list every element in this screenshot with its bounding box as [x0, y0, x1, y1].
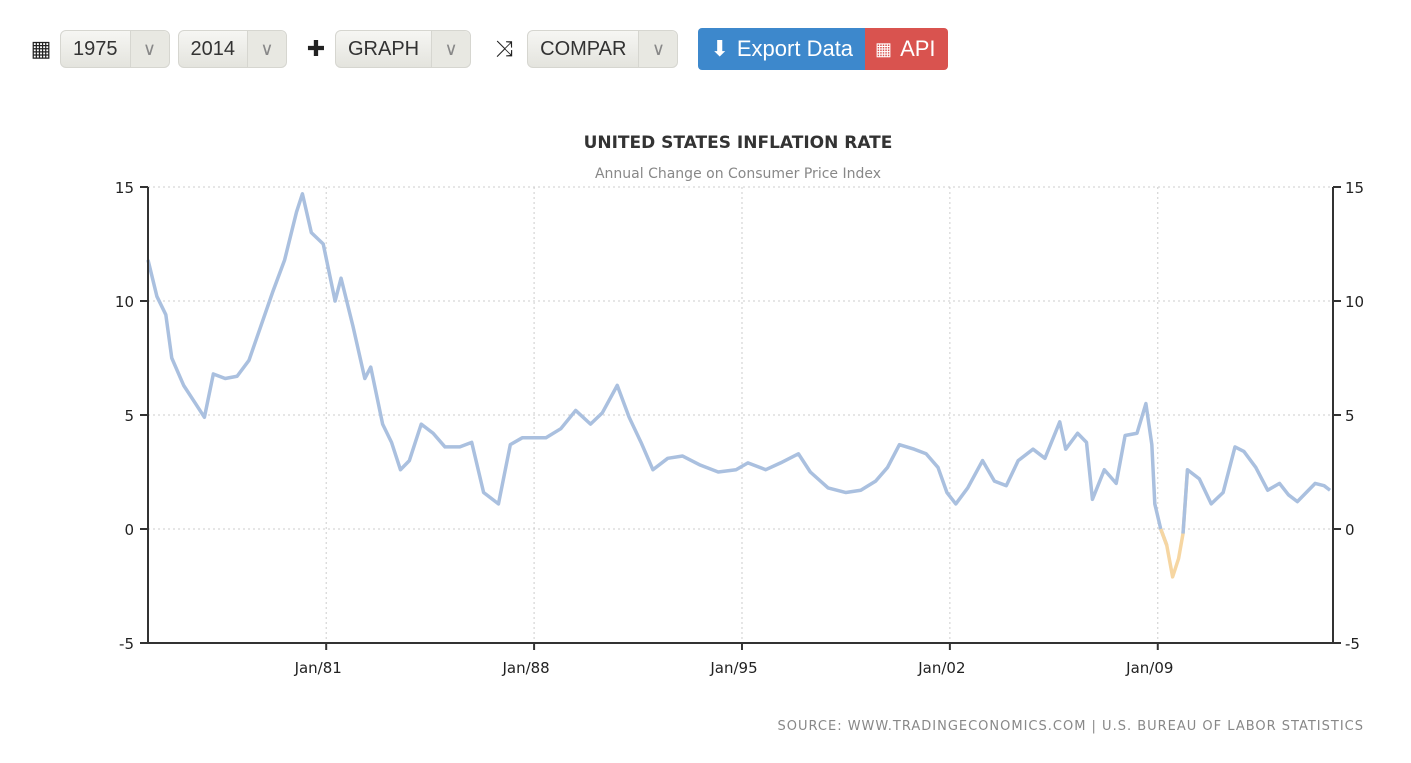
start-year-select[interactable]: 1975 ∨: [60, 30, 170, 68]
compare-value: COMPAR: [540, 37, 627, 60]
series-line: [1181, 445, 1332, 534]
download-icon: ⬇: [710, 36, 729, 61]
graph-select[interactable]: GRAPH ∨: [335, 30, 472, 68]
api-button[interactable]: ▦ API: [865, 28, 948, 70]
y-tick-label: -5: [119, 635, 134, 653]
compare-select[interactable]: COMPAR ∨: [527, 30, 679, 68]
start-year-value: 1975: [73, 37, 118, 60]
y-tick-label: 5: [124, 407, 134, 425]
chevron-down-icon: ∨: [431, 31, 471, 67]
y-tick-label-right: 15: [1345, 179, 1364, 197]
toolbar: ▦ 1975 ∨ 2014 ∨ ✚ GRAPH ∨ ⤨ COMPAR ∨ ⬇ Export…: [30, 28, 948, 70]
y-tick-label: 10: [115, 293, 134, 311]
grid-icon: ▦: [875, 38, 893, 59]
x-tick-label: Jan/81: [294, 659, 342, 677]
plus-icon: ✚: [306, 36, 326, 61]
export-label: Export Data: [736, 36, 854, 61]
y-tick-label-right: -5: [1345, 635, 1360, 653]
chart-subtitle: Annual Change on Consumer Price Index: [595, 166, 881, 182]
y-tick-label: 15: [115, 179, 134, 197]
x-tick-label: Jan/95: [709, 659, 757, 677]
chevron-down-icon: ∨: [247, 31, 286, 67]
chart-title: UNITED STATES INFLATION RATE: [584, 133, 893, 153]
end-year-select[interactable]: 2014 ∨: [177, 30, 287, 68]
x-tick-label: Jan/88: [501, 659, 549, 677]
chart-source: SOURCE: WWW.TRADINGECONOMICS.COM | U.S. …: [778, 719, 1364, 734]
api-label: API: [900, 36, 936, 61]
calendar-icon: ▦: [30, 36, 52, 61]
graph-value: GRAPH: [348, 37, 420, 60]
chevron-down-icon: ∨: [638, 31, 678, 67]
export-data-button[interactable]: ⬇ Export Data: [698, 28, 866, 70]
y-tick-label: 0: [124, 521, 134, 539]
y-tick-label-right: 0: [1345, 521, 1355, 539]
series-line: [146, 192, 1169, 546]
x-tick-label: Jan/09: [1125, 659, 1173, 677]
y-tick-label-right: 10: [1345, 293, 1364, 311]
shuffle-icon: ⤨: [495, 36, 513, 61]
x-tick-label: Jan/02: [917, 659, 965, 677]
chevron-down-icon: ∨: [129, 31, 169, 67]
y-tick-label-right: 5: [1345, 407, 1355, 425]
end-year-value: 2014: [190, 37, 236, 60]
